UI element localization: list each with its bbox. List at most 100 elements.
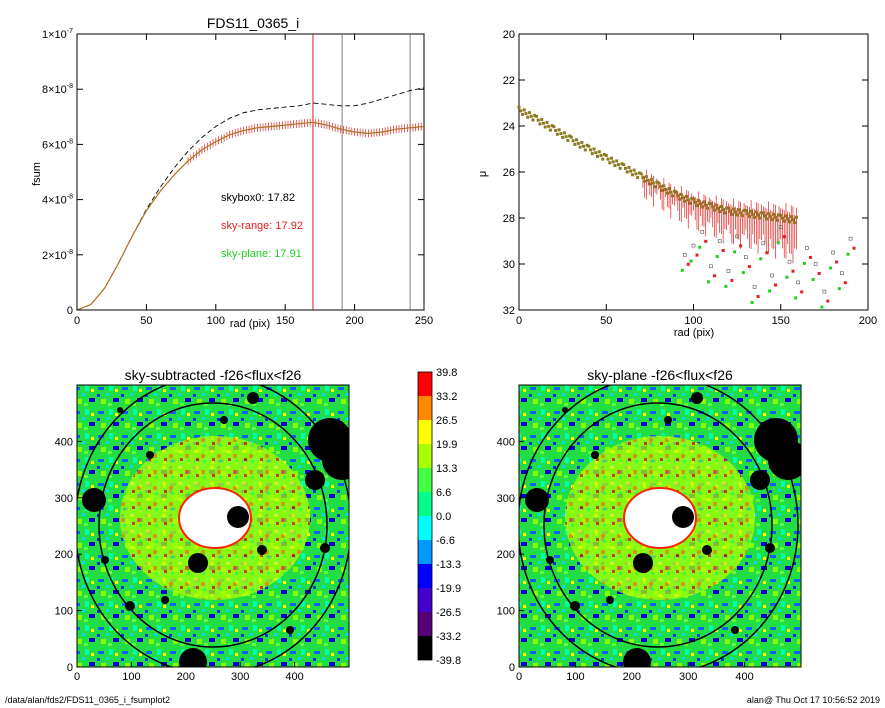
sky-plane-x-tick-label: 400 — [735, 671, 753, 683]
mu-point — [571, 139, 575, 143]
mu-point — [730, 212, 734, 216]
mu-tail-point-range — [835, 260, 839, 264]
mu-tail-point-skybox — [709, 264, 713, 269]
mu-tail-point-range — [817, 272, 821, 275]
mu-point — [561, 135, 565, 139]
mu-point — [714, 203, 718, 207]
mu-point — [749, 209, 753, 213]
mu-point — [700, 205, 704, 209]
mu-point — [742, 208, 746, 212]
mu-y-tick-label: 24 — [503, 121, 515, 133]
fsum-x-tick-label: 100 — [207, 315, 225, 327]
mu-point — [779, 213, 783, 217]
mu-point — [744, 209, 748, 213]
mu-point — [589, 148, 593, 152]
fsum-x-tick-label: 200 — [345, 315, 363, 327]
mu-point — [526, 115, 530, 119]
mu-point — [625, 170, 629, 174]
mu-point — [611, 160, 615, 164]
mu-point — [732, 207, 736, 211]
mu-point — [768, 215, 772, 219]
mu-point — [772, 212, 776, 216]
mu-plot-frame — [518, 33, 869, 311]
mu-tail-point-skybox — [805, 246, 809, 250]
colorbar-swatch — [418, 396, 432, 420]
mu-point — [564, 135, 568, 139]
mu-point — [793, 221, 797, 225]
mu-tail-point-skybox — [822, 289, 827, 294]
colorbar-swatch — [418, 612, 432, 636]
mu-point — [622, 163, 626, 167]
mu-point — [540, 117, 544, 121]
sky-subtracted-title: sky-subtracted -f26<flux<f26 — [125, 367, 302, 383]
mu-point — [573, 142, 577, 146]
mu-point — [735, 213, 739, 217]
mu-tail-point-plane — [680, 268, 684, 272]
mu-tail-point-range — [765, 251, 769, 255]
mu-tail-point-plane — [820, 305, 824, 309]
mu-tail-point-range — [739, 244, 743, 248]
mu-point — [576, 141, 580, 145]
mu-point — [760, 211, 764, 215]
mu-point — [580, 141, 584, 145]
mu-point — [522, 108, 526, 112]
mu-point — [733, 210, 737, 214]
colorbar-swatch — [418, 372, 432, 396]
mu-point — [725, 206, 729, 210]
mu-point — [737, 208, 741, 212]
mu-point — [594, 151, 598, 155]
mu-tail-point-plane — [785, 275, 789, 279]
sky-subtracted-y-tick-label: 400 — [55, 436, 73, 448]
mu-point — [756, 213, 760, 217]
sky-plane-y-tick-label: 200 — [497, 549, 515, 561]
mu-point — [695, 204, 699, 208]
mu-point — [548, 128, 552, 132]
colorbar-label: -33.2 — [436, 631, 461, 643]
mu-point — [519, 109, 523, 113]
mu-tail-point-skybox — [770, 273, 774, 278]
mu-point — [536, 118, 540, 122]
mu-point — [524, 112, 528, 116]
mu-tail-point-plane — [794, 296, 798, 300]
mu-y-tick-label: 22 — [503, 75, 515, 87]
sky-plane-y-tick-label: 0 — [509, 662, 515, 674]
annotation-skybox0: skybox0: 17.82 — [221, 192, 295, 204]
mu-point — [604, 153, 608, 157]
mu-point — [770, 218, 774, 222]
colorbar-swatch — [418, 468, 432, 492]
mu-point — [606, 157, 610, 161]
sky-subtracted-y-ticks: 0 100 200 300 400 — [55, 436, 82, 674]
mu-point — [693, 200, 697, 204]
mu-point — [761, 211, 765, 215]
sky-plane-x-tick-label: 200 — [623, 671, 641, 683]
mu-tail-point-range — [843, 281, 847, 285]
mu-point — [679, 192, 683, 196]
mu-tail-point-plane — [733, 250, 737, 254]
mu-point — [754, 210, 758, 214]
mu-point — [667, 187, 671, 191]
mu-tail-point-range — [800, 290, 804, 294]
mu-y-tick-label: 28 — [503, 213, 515, 225]
mu-tail-point-plane — [698, 245, 702, 249]
sky-subtracted-x-tick-label: 400 — [285, 671, 303, 683]
mu-point — [747, 215, 751, 219]
sky-subtracted-map: sky-subtracted -f26<flux<f26 — [55, 367, 350, 683]
mu-point — [777, 213, 781, 217]
mu-point — [782, 219, 786, 223]
mu-point — [789, 215, 793, 219]
sky-subtracted-y-tick-label: 0 — [67, 662, 73, 674]
mu-point — [774, 215, 778, 219]
colorbar-label: 33.2 — [436, 391, 457, 403]
mu-point — [751, 212, 755, 216]
mu-point — [517, 105, 521, 109]
mu-point — [601, 157, 605, 161]
colorbar-swatch — [418, 636, 432, 660]
mu-tail-point-skybox — [735, 234, 739, 239]
mu-point — [559, 132, 563, 136]
mu-point — [726, 206, 730, 210]
colorbar-swatch — [418, 540, 432, 564]
mu-point — [650, 177, 654, 181]
mu-point — [643, 179, 647, 183]
mu-tail-point-plane — [846, 252, 850, 256]
